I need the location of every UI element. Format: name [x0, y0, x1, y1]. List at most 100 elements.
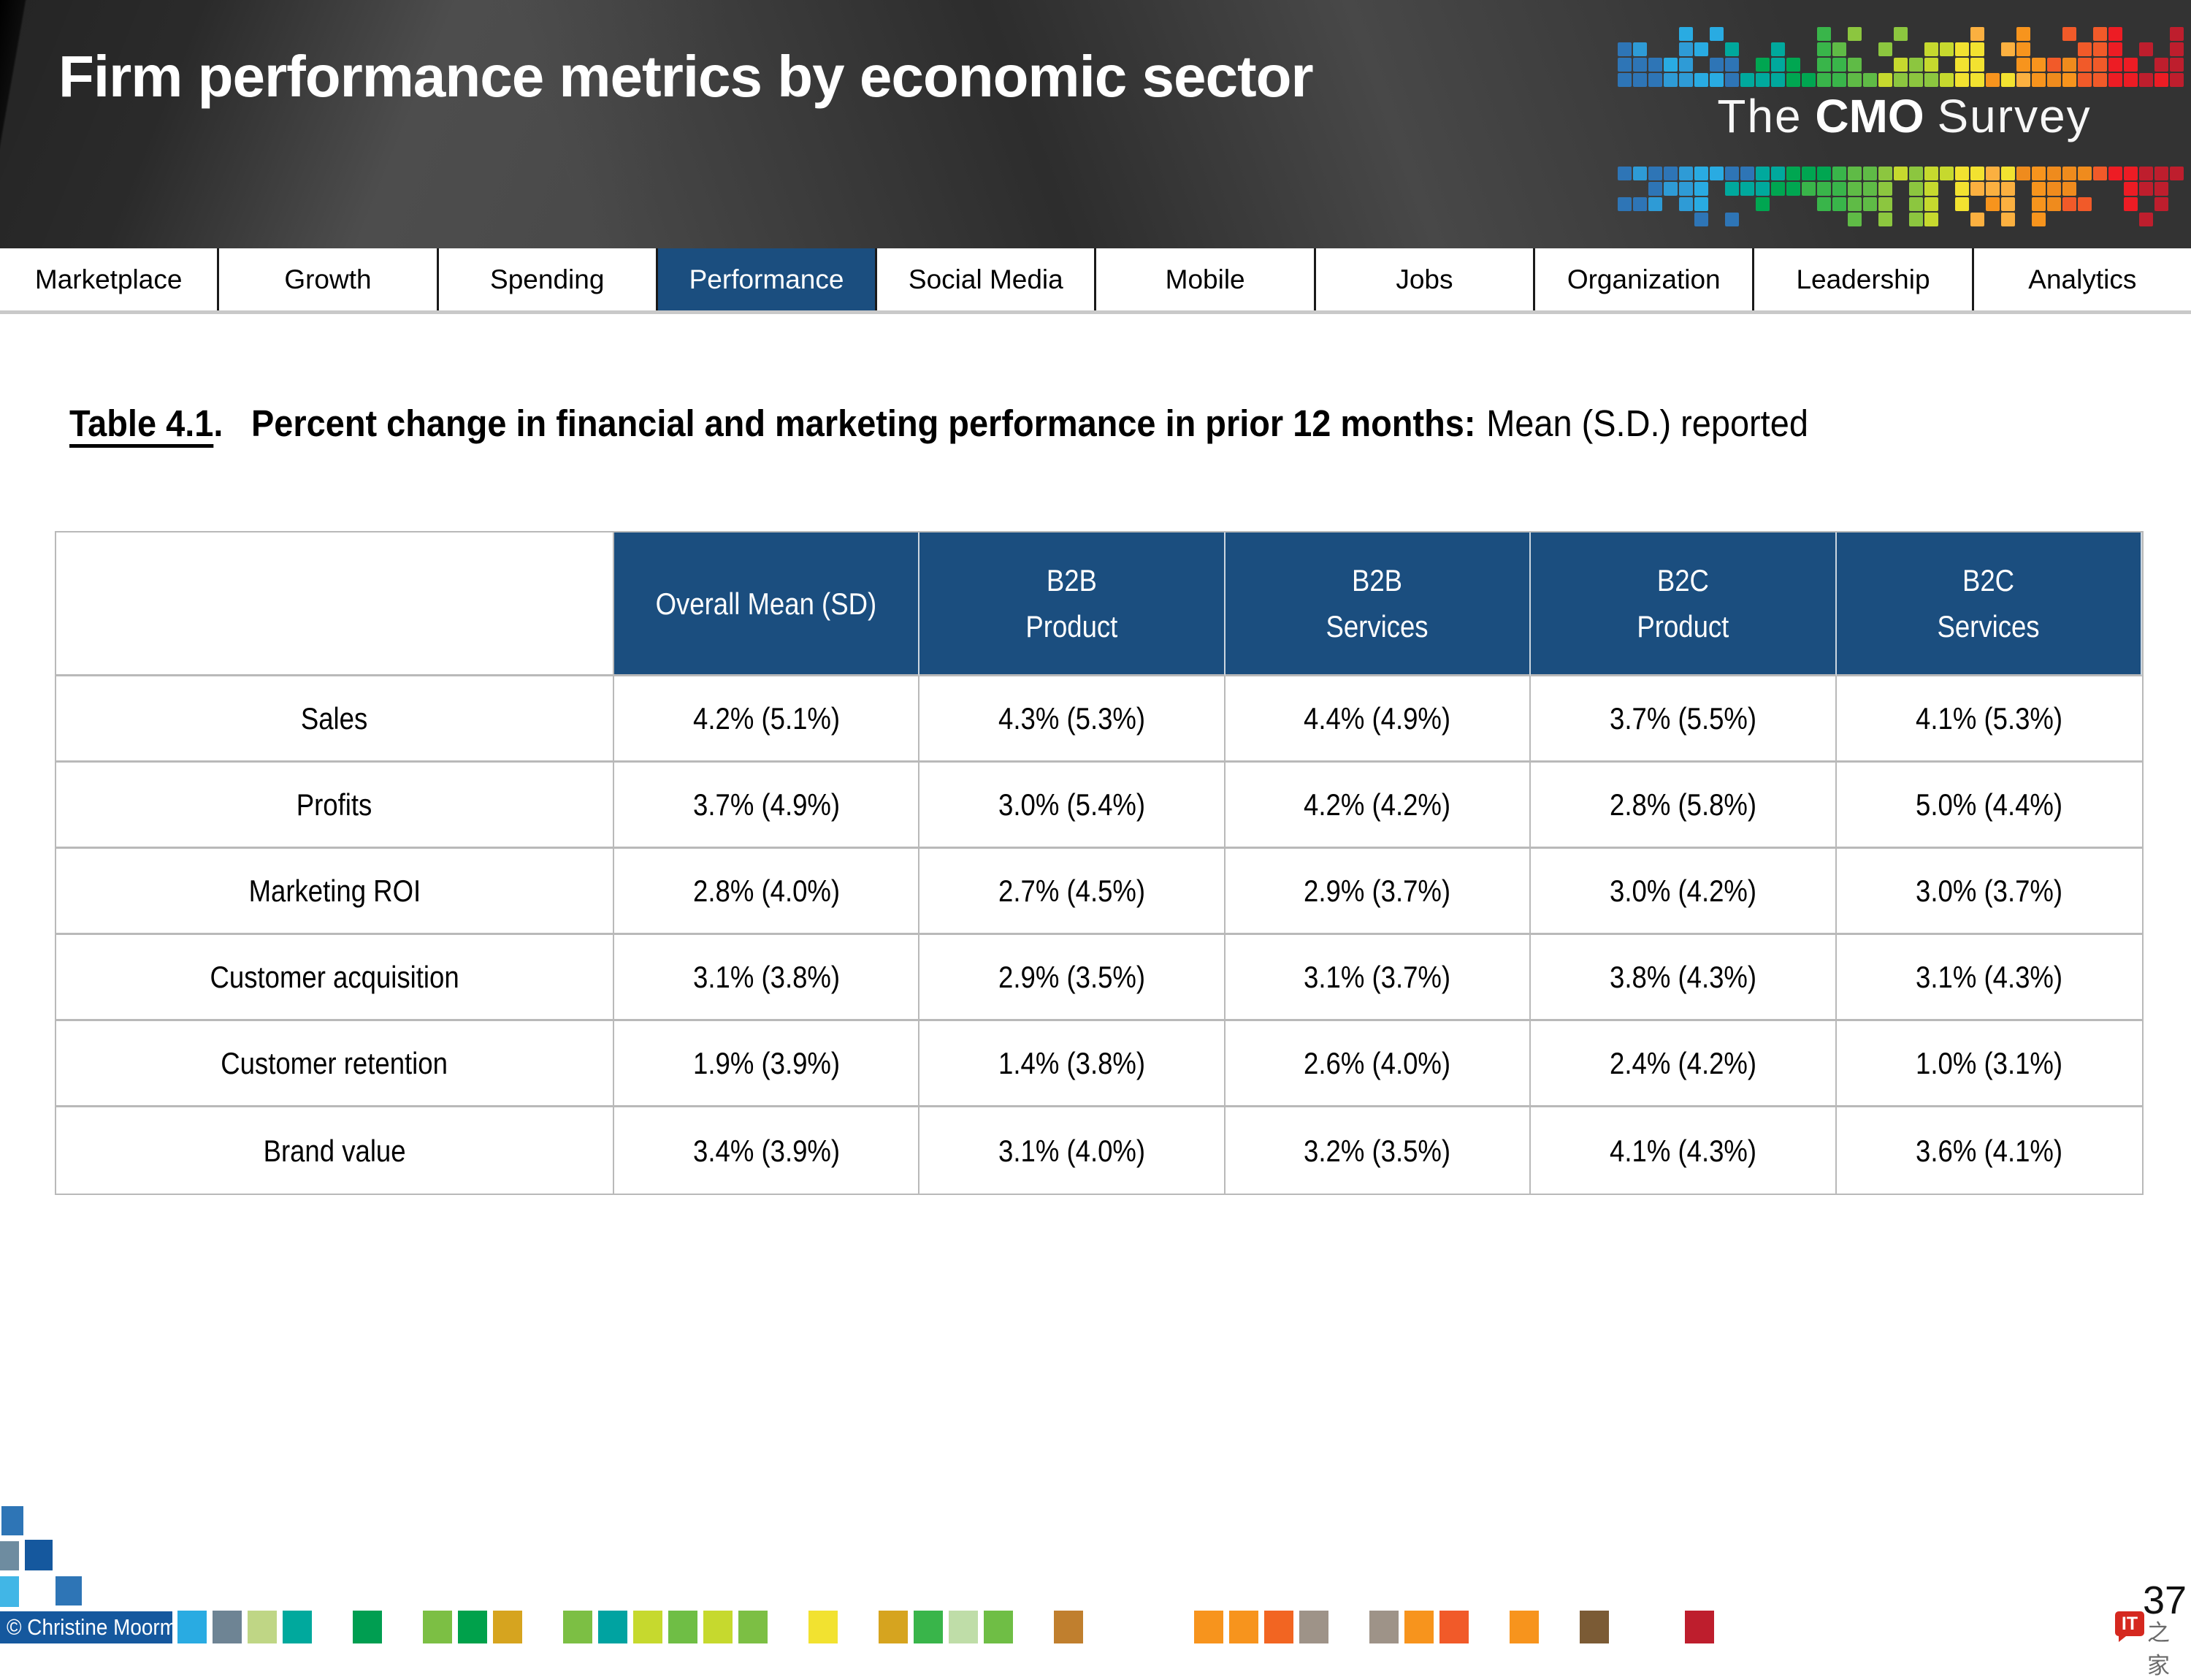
- mosaic-square: [1618, 73, 1632, 87]
- tab-spending[interactable]: Spending: [436, 248, 656, 310]
- mosaic-square: [1679, 42, 1693, 56]
- mosaic-square: [2032, 58, 2046, 72]
- footer-tile: [949, 1611, 978, 1643]
- mosaic-square: [1970, 73, 1984, 87]
- mosaic-square: [2154, 182, 2168, 196]
- mosaic-square: [1679, 58, 1693, 72]
- mosaic-square: [1817, 73, 1831, 87]
- mosaic-square: [1986, 73, 2000, 87]
- mosaic-square: [1679, 167, 1693, 180]
- mosaic-square: [1817, 167, 1831, 180]
- mosaic-square: [1679, 182, 1693, 196]
- mosaic-square: [1986, 182, 2000, 196]
- mosaic-square: [1970, 27, 1984, 41]
- mosaic-square: [1909, 58, 1923, 72]
- table-caption: Table 4.1. Percent change in financial an…: [69, 402, 1808, 445]
- mosaic-square: [2124, 182, 2138, 196]
- footer-tile: [423, 1611, 452, 1643]
- mosaic-square: [1817, 58, 1831, 72]
- table-value-cell: 2.7% (4.5%): [919, 849, 1225, 935]
- mosaic-square: [1878, 197, 1892, 211]
- row-label: Customer acquisition: [56, 935, 614, 1021]
- column-header: B2C Services: [1836, 532, 2142, 676]
- footer-tile: [738, 1611, 768, 1643]
- mosaic-square: [1633, 73, 1647, 87]
- mosaic-square: [2093, 167, 2107, 180]
- mosaic-square: [2047, 73, 2061, 87]
- mosaic-square: [1648, 58, 1662, 72]
- logo-text: The CMO Survey: [1618, 89, 2191, 143]
- table-value-cell: 3.0% (3.7%): [1836, 849, 2142, 935]
- table-caption-dot: .: [213, 402, 223, 444]
- table-caption-main: Percent change in financial and marketin…: [251, 402, 1476, 444]
- mosaic-square: [1725, 167, 1739, 180]
- logo-mosaic-top: [1618, 12, 2191, 92]
- table-caption-ref: Table 4.1: [69, 402, 214, 444]
- mosaic-square: [1955, 73, 1969, 87]
- mosaic-square: [1771, 58, 1785, 72]
- mosaic-square: [2124, 73, 2138, 87]
- mosaic-square: [1817, 42, 1831, 56]
- footer-tile: [563, 1611, 592, 1643]
- table-corner-cell: [56, 532, 614, 676]
- footer-tile: [1510, 1611, 1539, 1643]
- tab-marketplace[interactable]: Marketplace: [34, 264, 183, 294]
- tab-mobile[interactable]: Mobile: [1094, 248, 1313, 310]
- tab-growth[interactable]: Growth: [217, 248, 436, 310]
- table-value-cell: 2.8% (4.0%): [614, 849, 920, 935]
- mosaic-square: [1771, 73, 1785, 87]
- mosaic-square: [2032, 197, 2046, 211]
- mosaic-square: [2170, 27, 2184, 41]
- mosaic-square: [1756, 197, 1770, 211]
- mosaic-square: [1694, 167, 1708, 180]
- mosaic-square: [1694, 213, 1708, 226]
- mosaic-square: [1970, 42, 1984, 56]
- tab-analytics[interactable]: Analytics: [1971, 248, 2191, 310]
- footer-tile: [1194, 1611, 1223, 1643]
- row-label: Profits: [56, 763, 614, 849]
- mosaic-square: [2062, 73, 2076, 87]
- tab-organization[interactable]: Organization: [1533, 248, 1752, 310]
- table-value-cell: 3.2% (3.5%): [1225, 1107, 1532, 1194]
- table-value-cell: 1.0% (3.1%): [1836, 1021, 2142, 1107]
- tab-leadership[interactable]: Leadership: [1752, 248, 1971, 310]
- mosaic-square: [1848, 58, 1862, 72]
- mosaic-square: [1970, 58, 1984, 72]
- mosaic-square: [2078, 58, 2092, 72]
- mosaic-square: [1633, 167, 1647, 180]
- tab-social-media[interactable]: Social Media: [875, 248, 1094, 310]
- mosaic-square: [1832, 73, 1846, 87]
- mosaic-square: [1771, 182, 1785, 196]
- footer-tile: [668, 1611, 697, 1643]
- mosaic-square: [1648, 197, 1662, 211]
- mosaic-square: [1802, 167, 1816, 180]
- mosaic-square: [2170, 167, 2184, 180]
- mosaic-square: [2093, 27, 2107, 41]
- mosaic-square: [1878, 182, 1892, 196]
- mosaic-square: [1986, 167, 2000, 180]
- mosaic-square: [1648, 167, 1662, 180]
- footer-tile: [353, 1611, 382, 1643]
- mosaic-square: [1955, 197, 1969, 211]
- mosaic-square: [1894, 27, 1908, 41]
- mosaic-square: [2139, 73, 2153, 87]
- mosaic-square: [1786, 73, 1800, 87]
- mosaic-square: [1740, 167, 1754, 180]
- footer-tile: [633, 1611, 662, 1643]
- ithome-watermark-icon: IT: [2115, 1611, 2144, 1642]
- row-label: Marketing ROI: [56, 849, 614, 935]
- mosaic-square: [1970, 167, 1984, 180]
- table-value-cell: 4.3% (5.3%): [919, 676, 1225, 763]
- table-value-cell: 4.2% (4.2%): [1225, 763, 1532, 849]
- mosaic-square: [1710, 58, 1724, 72]
- mosaic-square: [1679, 73, 1693, 87]
- mosaic-square: [1679, 197, 1693, 211]
- tab-performance[interactable]: Performance: [655, 248, 876, 310]
- mosaic-square: [2108, 27, 2122, 41]
- table-value-cell: 4.1% (4.3%): [1531, 1107, 1837, 1194]
- mosaic-square: [1664, 167, 1678, 180]
- mosaic-square: [1817, 27, 1831, 41]
- tab-jobs[interactable]: Jobs: [1313, 248, 1533, 310]
- mosaic-square: [2093, 58, 2107, 72]
- mosaic-square: [1909, 197, 1923, 211]
